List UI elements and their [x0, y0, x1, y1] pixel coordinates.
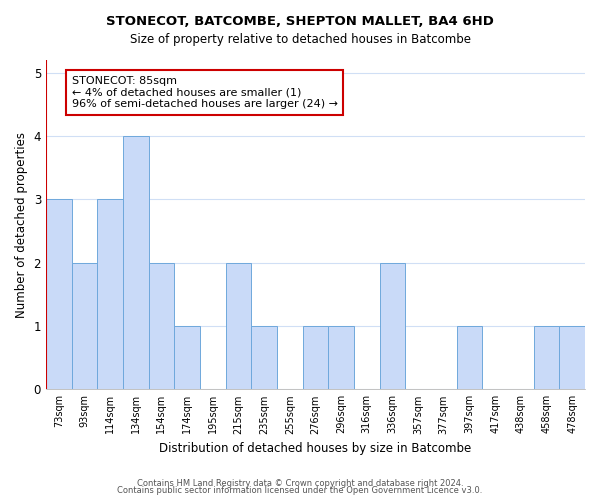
Bar: [302, 326, 328, 390]
Bar: [71, 262, 97, 390]
Bar: [46, 200, 71, 390]
Bar: [174, 326, 200, 390]
Text: Size of property relative to detached houses in Batcombe: Size of property relative to detached ho…: [130, 32, 470, 46]
Text: STONECOT: 85sqm
← 4% of detached houses are smaller (1)
96% of semi-detached hou: STONECOT: 85sqm ← 4% of detached houses …: [71, 76, 338, 109]
Text: Contains public sector information licensed under the Open Government Licence v3: Contains public sector information licen…: [118, 486, 482, 495]
Bar: [97, 200, 123, 390]
Bar: [226, 262, 251, 390]
Bar: [251, 326, 277, 390]
Bar: [533, 326, 559, 390]
Bar: [328, 326, 354, 390]
Bar: [559, 326, 585, 390]
X-axis label: Distribution of detached houses by size in Batcombe: Distribution of detached houses by size …: [160, 442, 472, 455]
Bar: [457, 326, 482, 390]
Bar: [123, 136, 149, 390]
Text: Contains HM Land Registry data © Crown copyright and database right 2024.: Contains HM Land Registry data © Crown c…: [137, 478, 463, 488]
Bar: [380, 262, 406, 390]
Y-axis label: Number of detached properties: Number of detached properties: [15, 132, 28, 318]
Bar: [149, 262, 174, 390]
Text: STONECOT, BATCOMBE, SHEPTON MALLET, BA4 6HD: STONECOT, BATCOMBE, SHEPTON MALLET, BA4 …: [106, 15, 494, 28]
